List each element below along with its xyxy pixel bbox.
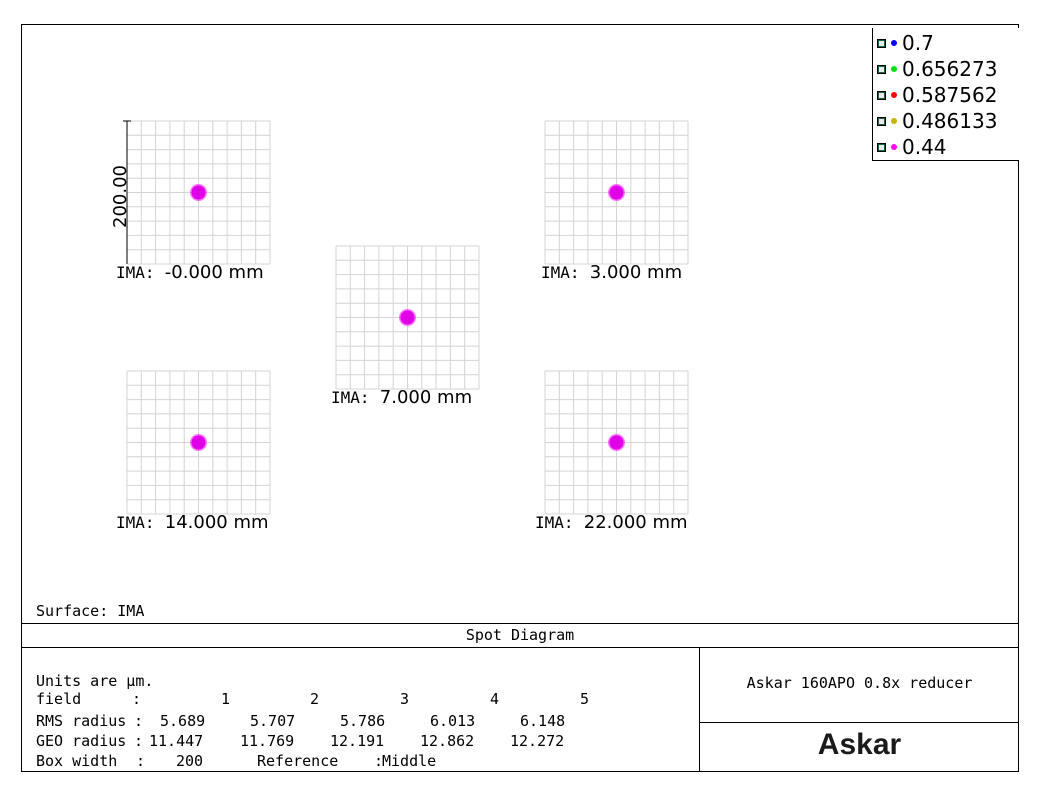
geo-value: 12.191 (330, 732, 385, 750)
field-key: IMA: (116, 513, 155, 532)
reference-value: Middle (382, 752, 437, 770)
field-number: 3 (400, 690, 410, 708)
legend-dot-icon (891, 144, 897, 150)
spot-1 (191, 185, 206, 200)
geo-label: GEO radius (36, 732, 127, 750)
divider (699, 722, 1019, 723)
lens-name: Askar 160APO 0.8x reducer (746, 674, 973, 692)
legend-item[interactable]: 0.486133 (877, 109, 997, 133)
rms-value: 5.786 (340, 712, 386, 730)
spot-grid-2 (544, 120, 689, 265)
legend-label: 0.587562 (902, 83, 998, 107)
geo-value: 11.447 (149, 732, 204, 750)
spot-grid-5 (544, 370, 689, 515)
askar-logo: Askar (817, 728, 902, 761)
rms-colon: : (134, 712, 144, 730)
field-value: 3.000 mm (589, 262, 683, 283)
field-label: IMA: -0.000 mm (116, 262, 264, 283)
geo-value: 12.272 (510, 732, 565, 750)
geo-colon: : (134, 732, 144, 750)
rms-value: 6.148 (520, 712, 566, 730)
legend-dot-icon (891, 66, 897, 72)
field-label: IMA: 7.000 mm (331, 387, 472, 408)
field-number: 5 (580, 690, 590, 708)
field-key: IMA: (541, 263, 580, 282)
field-key: IMA: (331, 388, 370, 407)
plot-frame (21, 24, 1019, 772)
box-label: Box width (36, 752, 118, 770)
field-value: 22.000 mm (583, 512, 688, 533)
field-row-label: field (36, 690, 82, 708)
field-value: 14.000 mm (164, 512, 269, 533)
units-text: Units are µm. (36, 672, 154, 690)
rms-value: 5.689 (160, 712, 206, 730)
legend-dot-icon (891, 92, 897, 98)
legend-dot-icon (891, 118, 897, 124)
rms-value: 6.013 (430, 712, 476, 730)
field-number: 1 (221, 690, 231, 708)
spot-3 (400, 310, 415, 325)
legend-label: 0.44 (902, 135, 947, 159)
legend-item[interactable]: 0.587562 (877, 83, 997, 107)
legend-item[interactable]: 0.44 (877, 135, 947, 159)
field-key: IMA: (535, 513, 574, 532)
legend-item[interactable]: 0.7 (877, 31, 934, 55)
field-label: IMA: 3.000 mm (541, 262, 682, 283)
spot-5 (609, 435, 624, 450)
rms-value: 5.707 (250, 712, 296, 730)
spot-grid-1 (126, 120, 271, 265)
checkbox-icon[interactable] (877, 142, 886, 152)
spot-grid-4 (126, 370, 271, 515)
field-number: 2 (310, 690, 320, 708)
field-value: -0.000 mm (164, 262, 264, 283)
surface-label: Surface: IMA (36, 602, 145, 620)
spot-diagram-plot (123, 120, 689, 515)
checkbox-icon[interactable] (877, 116, 886, 126)
field-label: IMA: 14.000 mm (116, 512, 269, 533)
rms-label: RMS radius (36, 712, 127, 730)
spot-4 (191, 435, 206, 450)
field-number: 4 (490, 690, 500, 708)
field-row-colon: : (132, 690, 142, 708)
geo-value: 11.769 (240, 732, 295, 750)
reference-label: Reference (257, 752, 339, 770)
legend-label: 0.486133 (902, 109, 998, 133)
legend-dot-icon (891, 40, 897, 46)
field-value: 7.000 mm (379, 387, 473, 408)
geo-value: 12.862 (420, 732, 475, 750)
legend-item[interactable]: 0.656273 (877, 57, 997, 81)
field-label: IMA: 22.000 mm (535, 512, 688, 533)
box-colon: : (136, 752, 146, 770)
field-key: IMA: (116, 263, 155, 282)
checkbox-icon[interactable] (877, 90, 886, 100)
diagram-title: Spot Diagram (21, 623, 1019, 648)
spot-grid-3 (335, 245, 480, 390)
legend-label: 0.656273 (902, 57, 998, 81)
wavelength-legend: 0.7 0.656273 0.587562 0.486133 0.44 (872, 28, 1019, 161)
legend-label: 0.7 (902, 31, 934, 55)
checkbox-icon[interactable] (877, 38, 886, 48)
spot-2 (609, 185, 624, 200)
divider (699, 648, 700, 772)
checkbox-icon[interactable] (877, 64, 886, 74)
reference-colon: : (374, 752, 384, 770)
scale-bar-label: 200.00 (110, 165, 131, 228)
box-value: 200 (176, 752, 204, 770)
